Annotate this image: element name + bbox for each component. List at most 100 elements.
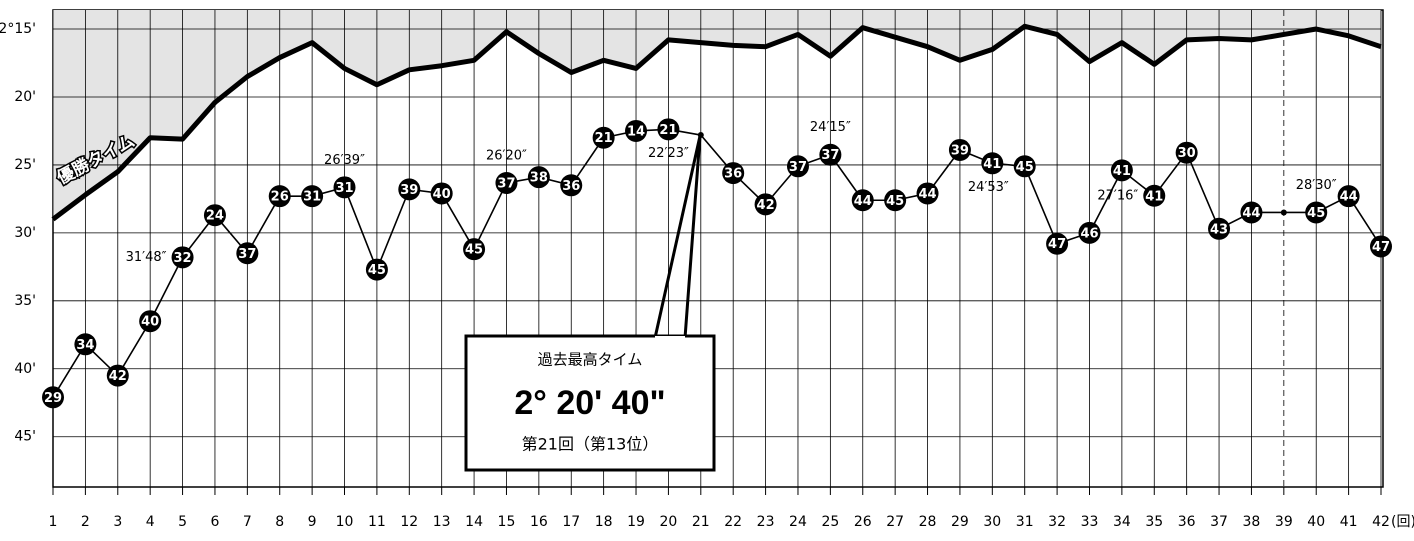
callout: 過去最高タイム 2° 20' 40" 第21回（第13位） [464,135,716,472]
point [1280,209,1287,216]
x-tick-label: 31 [1016,514,1034,530]
callout-note: 第21回（第13位） [522,435,659,454]
x-tick-label: 4 [146,514,155,530]
y-tick-label: 20' [14,89,36,105]
point [139,310,162,333]
point [495,171,518,194]
rank-label: 44 [854,194,872,209]
rank-label: 46 [1080,226,1098,241]
callout-heading: 過去最高タイム [538,351,643,369]
rank-label: 45 [886,194,904,209]
rank-label: 24 [206,209,224,224]
y-tick-label: 30' [14,225,36,241]
point [1046,232,1069,255]
rank-label: 14 [627,124,645,139]
point [236,242,259,265]
point [819,143,842,166]
point [722,162,745,185]
value-label: 26′20″ [486,148,527,163]
y-tick-label: 40' [14,361,36,377]
value-label: 22′23″ [648,146,689,161]
value-label: 26′39″ [324,153,365,168]
y-tick-label: 25' [14,157,36,173]
x-unit: (回) [1391,514,1414,530]
x-tick-label: 34 [1113,514,1131,530]
point [203,204,226,227]
plot-area [52,9,1384,488]
area [53,10,1381,220]
rank-label: 45 [465,243,483,258]
y-tick-label: 45' [14,429,36,445]
value-label: 31′48″ [126,250,167,265]
point [981,152,1004,175]
x-tick-label: 27 [886,514,904,530]
rank-label: 42 [109,369,127,384]
x-tick-label: 11 [368,514,386,530]
point [1240,201,1263,224]
point [42,386,64,409]
x-tick-label: 14 [465,514,483,530]
point [884,189,907,212]
rank-label: 47 [1372,240,1390,255]
rank-label: 29 [44,391,62,406]
x-tick-label: 33 [1081,514,1099,530]
point [1013,155,1036,178]
x-tick-label: 26 [854,514,872,530]
point [851,189,874,212]
callout-time: 2° 20' 40" [514,384,665,422]
x-tick-label: 16 [530,514,548,530]
x-tick-label: 42 [1372,514,1390,530]
rank-label: 41 [1113,164,1131,179]
rank-label: 39 [951,143,969,158]
x-tick-label: 28 [919,514,937,530]
rank-label: 47 [1048,237,1066,252]
point [1110,159,1133,182]
rank-label: 45 [368,263,386,278]
x-tick-label: 2 [81,514,90,530]
point [301,185,324,208]
rank-label: 21 [595,131,613,146]
line [51,23,1382,222]
point [560,174,583,197]
point [916,182,939,205]
point [527,166,550,189]
point [592,126,615,149]
x-tick-label: 18 [595,514,613,530]
x-tick-label: 32 [1048,514,1066,530]
x-tick-label: 29 [951,514,969,530]
callout-pointer [653,135,702,339]
point [1337,185,1360,208]
value-label: 27′16″ [1097,188,1138,203]
rank-label: 26 [271,190,289,205]
x-tick-label: 12 [400,514,418,530]
rank-label: 31 [303,190,321,205]
rank-label: 31 [335,181,353,196]
plot: 2°15'20'25'30'35'40'45'1 2 3 4 5 6 7 8 9 10 11 12 13… [0,9,1414,530]
rank-label: 39 [400,183,418,198]
point [1078,221,1101,244]
point [74,333,97,356]
value-label: 28′30″ [1296,178,1337,193]
point [365,258,388,281]
point [463,238,486,261]
rank-label: 44 [1340,190,1358,205]
rank-label: 36 [562,179,580,194]
rank-label: 40 [141,315,159,330]
x-tick-label: 40 [1307,514,1325,530]
x-tick-label: 13 [433,514,451,530]
rank-label: 43 [1210,222,1228,237]
x-tick-label: 6 [210,514,219,530]
rank-label: 41 [1145,189,1163,204]
x-tick-label: 19 [627,514,645,530]
x-tick-label: 35 [1145,514,1163,530]
point [268,185,291,208]
x-tick-label: 38 [1243,514,1261,530]
point [398,178,421,201]
rank-label: 44 [918,187,936,202]
x-tick-label: 17 [562,514,580,530]
point [625,119,648,142]
point [171,246,194,269]
x-tick-label: 21 [692,514,710,530]
point [1370,235,1392,258]
